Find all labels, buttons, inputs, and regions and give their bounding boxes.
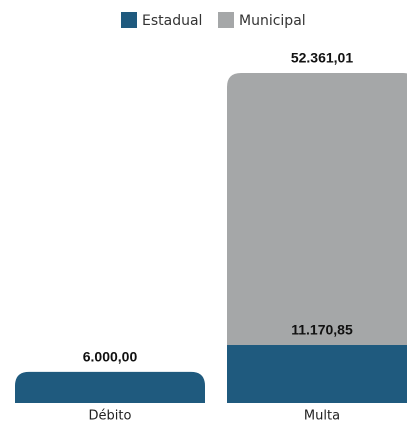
value-label: 6.000,00 [83, 349, 138, 365]
value-label: 11.170,85 [291, 322, 353, 338]
bar-segment [227, 73, 407, 345]
bar-segment [15, 371, 205, 403]
legend-label: Estadual [142, 13, 202, 29]
legend-swatch [121, 12, 137, 28]
value-label: 52.361,01 [291, 50, 353, 66]
x-tick-label: Débito [89, 409, 132, 423]
bar-segment [227, 344, 407, 403]
plot [15, 73, 407, 403]
x-tick-label: Multa [304, 409, 340, 423]
legend-label: Municipal [239, 13, 306, 29]
legend-swatch [218, 12, 234, 28]
